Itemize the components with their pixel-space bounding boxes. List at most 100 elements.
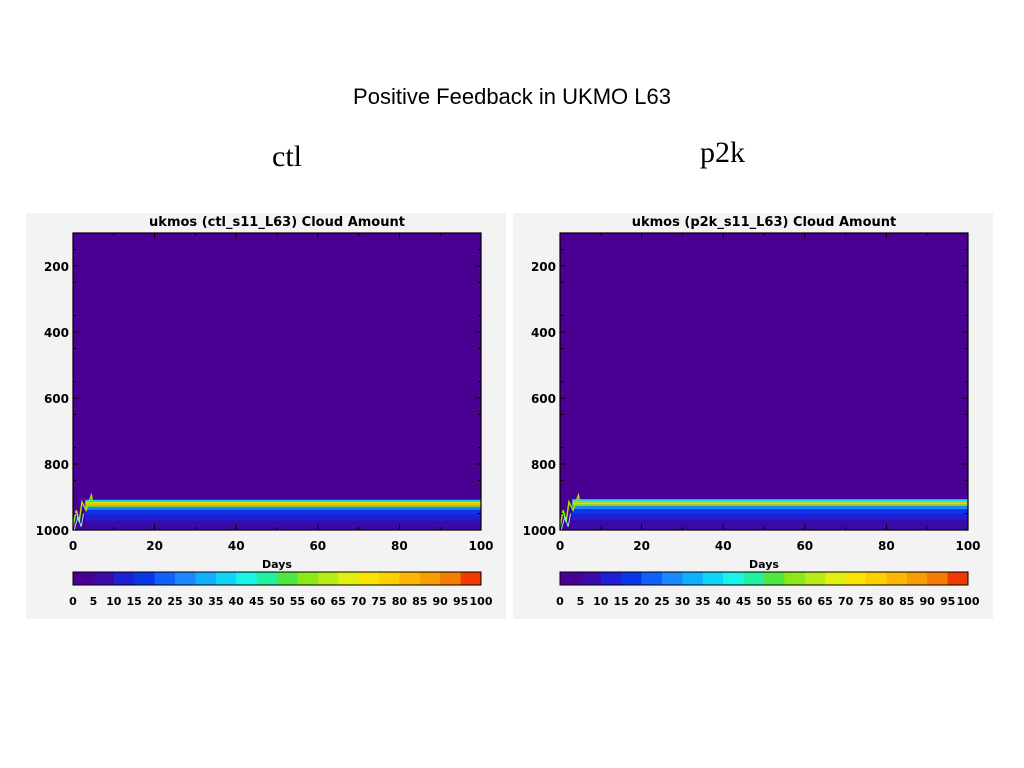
y-tick-label: 600: [531, 392, 556, 406]
colorbar-swatch: [784, 572, 806, 585]
heatmap-chart-p2k: ukmos (p2k_s11_L63) Cloud Amount20040060…: [523, 215, 981, 608]
colorbar-tick-label: 35: [695, 595, 710, 608]
cloud-band: [572, 509, 968, 514]
colorbar-tick-label: 25: [654, 595, 669, 608]
colorbar-tick-label: 10: [106, 595, 122, 608]
y-tick-label: 200: [531, 260, 556, 274]
heatmap-chart-ctl: ukmos (ctl_s11_L63) Cloud Amount20040060…: [36, 215, 494, 608]
x-axis-label: Days: [749, 558, 779, 571]
colorbar-tick-label: 65: [331, 595, 346, 608]
colorbar-swatch: [317, 572, 339, 585]
colorbar-swatch: [906, 572, 928, 585]
colorbar-tick-label: 95: [940, 595, 955, 608]
y-tick-label: 800: [531, 458, 556, 472]
colorbar-tick-label: 30: [675, 595, 691, 608]
colorbar-swatch: [358, 572, 380, 585]
cloud-band: [85, 506, 482, 510]
colorbar-tick-label: 20: [147, 595, 163, 608]
colorbar-tick-label: 90: [920, 595, 936, 608]
colorbar-tick-label: 40: [716, 595, 732, 608]
x-tick-label: 100: [468, 539, 493, 553]
colorbar-swatch: [947, 572, 969, 585]
x-tick-label: 60: [796, 539, 813, 553]
heatmap-background: [560, 233, 968, 530]
colorbar-swatch: [338, 572, 359, 585]
colorbar-tick-label: 70: [351, 595, 367, 608]
cloud-band: [572, 520, 968, 530]
panel-label-p2k: p2k: [700, 136, 745, 169]
colorbar-swatch: [621, 572, 642, 585]
slide-title: Positive Feedback in UKMO L63: [353, 84, 671, 109]
colorbar-swatch: [460, 572, 482, 585]
cloud-band: [572, 496, 968, 500]
colorbar-swatch: [682, 572, 704, 585]
heatmap-background: [73, 233, 481, 530]
colorbar-tick-label: 30: [188, 595, 204, 608]
colorbar-tick-label: 55: [290, 595, 305, 608]
y-tick-label: 1000: [36, 524, 69, 538]
colorbar-tick-label: 100: [470, 595, 493, 608]
colorbar-tick-label: 5: [577, 595, 585, 608]
colorbar-tick-label: 0: [69, 595, 77, 608]
x-tick-label: 0: [556, 539, 564, 553]
x-tick-label: 20: [633, 539, 650, 553]
colorbar-swatch: [743, 572, 765, 585]
colorbar-swatch: [195, 572, 217, 585]
colorbar-swatch: [580, 572, 602, 585]
colorbar-swatch: [764, 572, 785, 585]
colorbar-tick-label: 0: [556, 595, 564, 608]
colorbar-swatch: [93, 572, 115, 585]
colorbar-tick-label: 65: [818, 595, 833, 608]
colorbar-tick-label: 15: [614, 595, 629, 608]
colorbar-swatch: [399, 572, 421, 585]
colorbar-swatch: [73, 572, 94, 585]
cloud-band: [572, 513, 968, 521]
colorbar-tick-label: 85: [412, 595, 427, 608]
x-axis-label: Days: [262, 558, 292, 571]
colorbar-tick-label: 15: [127, 595, 142, 608]
colorbar-tick-label: 5: [90, 595, 98, 608]
x-tick-label: 80: [878, 539, 895, 553]
colorbar-swatch: [723, 572, 744, 585]
cloud-band: [85, 503, 482, 506]
cloud-band: [85, 509, 482, 515]
cloud-band: [85, 499, 482, 502]
spinup-trace: [72, 492, 95, 527]
colorbar-swatch: [560, 572, 581, 585]
colorbar-tick-label: 50: [269, 595, 285, 608]
colorbar-tick-label: 70: [838, 595, 854, 608]
y-tick-label: 400: [44, 326, 69, 340]
colorbar-swatch: [297, 572, 319, 585]
spinup-trace-secondary: [73, 513, 85, 531]
colorbar-tick-label: 80: [879, 595, 895, 608]
colorbar-tick-label: 85: [899, 595, 914, 608]
colorbar-tick-label: 20: [634, 595, 650, 608]
cloud-band: [572, 501, 968, 503]
cloud-band: [572, 506, 968, 510]
colorbar-swatch: [236, 572, 257, 585]
colorbar-swatch: [804, 572, 826, 585]
colorbar-swatch: [134, 572, 155, 585]
colorbar-tick-label: 80: [392, 595, 408, 608]
colorbar-swatch: [277, 572, 298, 585]
chart-panel-ctl: ukmos (ctl_s11_L63) Cloud Amount 200 400 60…: [26, 213, 506, 619]
x-tick-label: 0: [69, 539, 77, 553]
colorbar-tick-label: 95: [453, 595, 468, 608]
x-tick-label: 60: [309, 539, 326, 553]
colorbar-swatch: [825, 572, 846, 585]
cloud-band: [85, 505, 482, 507]
y-tick-label: 1000: [523, 524, 556, 538]
colorbar-frame: [559, 571, 969, 586]
cloud-band: [572, 499, 968, 502]
colorbar-swatch: [641, 572, 663, 585]
cloud-band: [572, 502, 968, 505]
y-tick-label: 800: [44, 458, 69, 472]
spinup-trace-secondary: [560, 513, 572, 531]
panel-label-ctl: ctl: [272, 140, 302, 173]
y-tick-label: 400: [531, 326, 556, 340]
colorbar-swatch: [154, 572, 176, 585]
cloud-band: [85, 497, 482, 500]
x-tick-label: 100: [955, 539, 980, 553]
colorbar-tick-label: 75: [371, 595, 386, 608]
colorbar-swatch: [845, 572, 867, 585]
